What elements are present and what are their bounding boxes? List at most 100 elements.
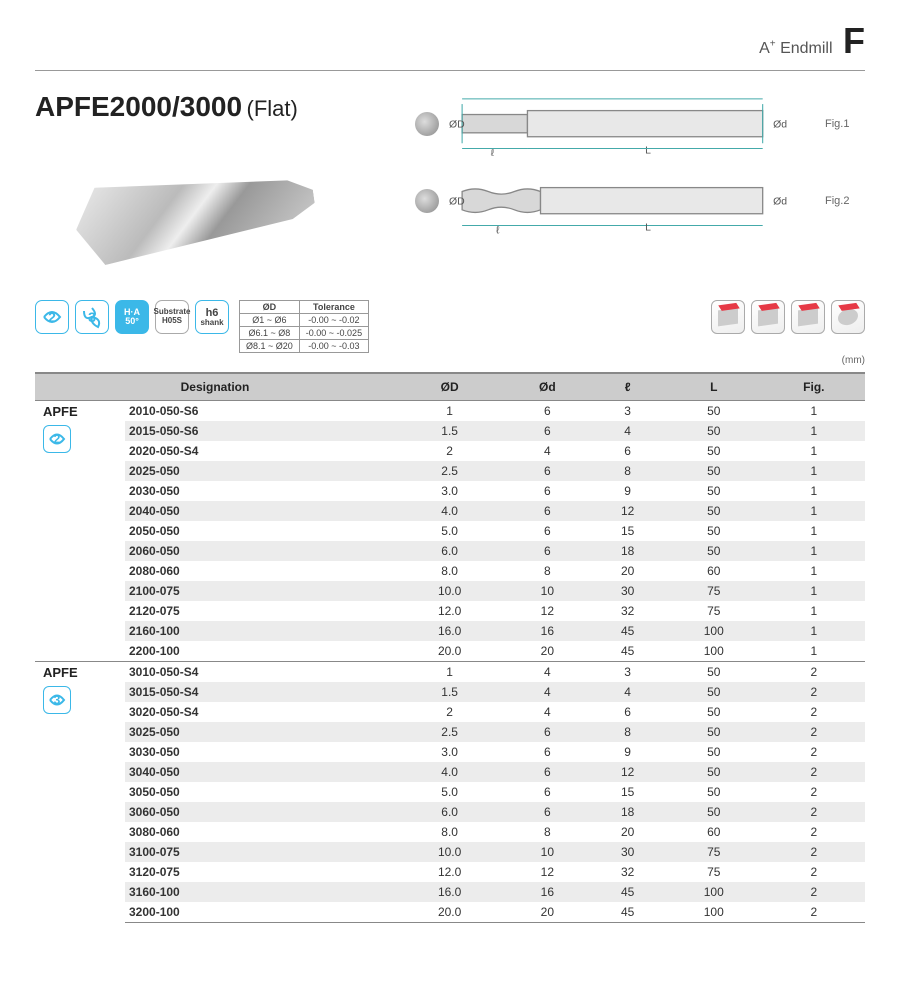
- table-row: 3160-10016.016451002: [35, 882, 865, 902]
- spec-cell: 20: [590, 561, 665, 581]
- spec-cell: 50: [665, 802, 763, 822]
- spec-cell: 16: [504, 621, 590, 641]
- spec-cell: 1.5: [395, 682, 504, 702]
- spec-cell: 50: [665, 762, 763, 782]
- spec-cell: 16.0: [395, 882, 504, 902]
- spec-cell: 20: [504, 641, 590, 662]
- designation-cell: 2200-100: [125, 641, 395, 662]
- spec-cell: 2: [763, 682, 865, 702]
- spec-cell: 18: [590, 802, 665, 822]
- spec-cell: 6.0: [395, 802, 504, 822]
- spec-cell: 15: [590, 782, 665, 802]
- spec-cell: 2: [763, 842, 865, 862]
- table-row: 2020-050-S4246501: [35, 441, 865, 461]
- endmill-photo: [67, 132, 323, 294]
- svg-text:ØD: ØD: [449, 120, 465, 131]
- spec-cell: 6: [504, 722, 590, 742]
- designation-cell: 2060-050: [125, 541, 395, 561]
- spec-cell: 12: [504, 862, 590, 882]
- col-header: ØD: [395, 373, 504, 401]
- spec-cell: 2.5: [395, 461, 504, 481]
- spec-cell: 2: [763, 782, 865, 802]
- series-cell: APFE2: [35, 401, 125, 662]
- spec-cell: 100: [665, 641, 763, 662]
- spec-cell: 4: [504, 441, 590, 461]
- designation-cell: 2080-060: [125, 561, 395, 581]
- spec-cell: 100: [665, 621, 763, 641]
- designation-cell: 2030-050: [125, 481, 395, 501]
- spec-cell: 2: [763, 762, 865, 782]
- spec-cell: 1: [763, 501, 865, 521]
- spec-cell: 8: [504, 561, 590, 581]
- fig2-label: Fig.2: [825, 195, 865, 207]
- spec-cell: 4: [504, 702, 590, 722]
- table-row: 2060-0506.0618501: [35, 541, 865, 561]
- substrate-badge: SubstrateH05S: [155, 300, 189, 334]
- table-row: 2160-10016.016451001: [35, 621, 865, 641]
- tol-cell: Ø6.1 ~ Ø8: [240, 327, 300, 340]
- designation-cell: 3030-050: [125, 742, 395, 762]
- table-row: 3020-050-S4246502: [35, 702, 865, 722]
- spec-badges-row: 2 3 H·A50° SubstrateH05S h6shank ØDToler…: [35, 300, 865, 353]
- spec-cell: 50: [665, 521, 763, 541]
- flute-badge: 3: [43, 686, 71, 714]
- spec-cell: 12: [590, 762, 665, 782]
- designation-cell: 3015-050-S4: [125, 682, 395, 702]
- table-row: 3015-050-S41.544502: [35, 682, 865, 702]
- spec-cell: 10: [504, 581, 590, 601]
- col-header: Fig.: [763, 373, 865, 401]
- spec-cell: 9: [590, 481, 665, 501]
- spec-cell: 6.0: [395, 541, 504, 561]
- tol-cell: Ø8.1 ~ Ø20: [240, 340, 300, 353]
- slot-icon: [711, 300, 745, 334]
- tolerance-table: ØDTolerance Ø1 ~ Ø6-0.00 ~ -0.02Ø6.1 ~ Ø…: [239, 300, 369, 353]
- spec-cell: 100: [665, 882, 763, 902]
- spec-cell: 4.0: [395, 501, 504, 521]
- spec-cell: 2: [763, 862, 865, 882]
- spec-cell: 50: [665, 441, 763, 461]
- endmill-profile-1: ØD Ød ℓ L: [449, 91, 815, 156]
- col-header: Ød: [504, 373, 590, 401]
- spec-cell: 45: [590, 902, 665, 923]
- spec-cell: 12: [590, 501, 665, 521]
- spec-cell: 1: [763, 521, 865, 541]
- header-divider: [35, 70, 865, 71]
- spec-cell: 50: [665, 421, 763, 441]
- spec-cell: 60: [665, 822, 763, 842]
- col-designation: Designation: [35, 373, 395, 401]
- svg-text:L: L: [645, 146, 651, 157]
- designation-cell: 2120-075: [125, 601, 395, 621]
- spec-cell: 4.0: [395, 762, 504, 782]
- specifications-table: DesignationØDØdℓLFig. APFE22010-050-S616…: [35, 372, 865, 923]
- spec-cell: 20: [504, 902, 590, 923]
- spec-cell: 50: [665, 722, 763, 742]
- flute-tip-icon: [415, 189, 439, 213]
- spec-cell: 18: [590, 541, 665, 561]
- fig1-label: Fig.1: [825, 118, 865, 130]
- spec-cell: 20.0: [395, 641, 504, 662]
- spec-cell: 45: [590, 641, 665, 662]
- table-row: APFE22010-050-S6163501: [35, 401, 865, 422]
- spec-cell: 10.0: [395, 581, 504, 601]
- series-cell: APFE3: [35, 662, 125, 923]
- table-row: 3025-0502.568502: [35, 722, 865, 742]
- spec-cell: 75: [665, 842, 763, 862]
- table-row: 3100-07510.01030752: [35, 842, 865, 862]
- spec-cell: 6: [504, 782, 590, 802]
- plunge-icon: [831, 300, 865, 334]
- endmill-profile-2: ØD Ød ℓ L: [449, 168, 815, 233]
- spec-cell: 3: [590, 401, 665, 422]
- series-label: APFE: [43, 404, 121, 419]
- spec-cell: 8: [590, 461, 665, 481]
- table-row: 2100-07510.01030751: [35, 581, 865, 601]
- svg-text:ℓ: ℓ: [491, 148, 495, 156]
- spec-cell: 2: [395, 441, 504, 461]
- table-row: 3120-07512.01232752: [35, 862, 865, 882]
- table-row: APFE33010-050-S4143502: [35, 662, 865, 683]
- col-header: ℓ: [590, 373, 665, 401]
- table-row: 2040-0504.0612501: [35, 501, 865, 521]
- spec-cell: 60: [665, 561, 763, 581]
- spec-cell: 6: [504, 541, 590, 561]
- spec-cell: 2.5: [395, 722, 504, 742]
- spec-cell: 4: [590, 682, 665, 702]
